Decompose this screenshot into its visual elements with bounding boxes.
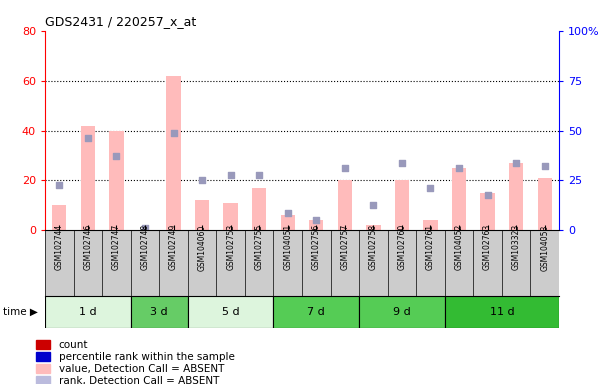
Text: 1 d: 1 d — [79, 307, 97, 317]
Bar — [509, 163, 523, 230]
Text: 5 d: 5 d — [222, 307, 239, 317]
Bar — [423, 220, 438, 230]
Bar — [52, 205, 67, 230]
Text: GDS2431 / 220257_x_at: GDS2431 / 220257_x_at — [45, 15, 197, 28]
Bar — [188, 296, 273, 328]
Point — [112, 152, 121, 159]
Point — [254, 172, 264, 179]
Bar — [366, 225, 380, 230]
Text: 3 d: 3 d — [150, 307, 168, 317]
Bar — [35, 340, 50, 349]
Point — [368, 202, 378, 209]
Point — [197, 177, 207, 184]
Text: value, Detection Call = ABSENT: value, Detection Call = ABSENT — [59, 364, 224, 374]
Bar — [81, 126, 95, 230]
Text: rank, Detection Call = ABSENT: rank, Detection Call = ABSENT — [59, 376, 219, 384]
Bar — [537, 178, 552, 230]
Bar — [195, 200, 209, 230]
Point — [283, 210, 293, 216]
Point — [340, 165, 350, 171]
Bar — [309, 220, 323, 230]
Point — [83, 135, 93, 141]
Text: 11 d: 11 d — [490, 307, 514, 317]
Bar — [131, 296, 188, 328]
Point — [311, 217, 321, 223]
Point — [426, 185, 435, 191]
Text: 7 d: 7 d — [307, 307, 325, 317]
Point — [511, 160, 521, 166]
Bar — [281, 215, 295, 230]
Point — [397, 160, 407, 166]
Text: 9 d: 9 d — [393, 307, 411, 317]
Bar — [338, 180, 352, 230]
Point — [140, 225, 150, 231]
Bar — [35, 353, 50, 361]
Bar — [35, 376, 50, 384]
Bar — [359, 296, 445, 328]
Point — [226, 172, 236, 179]
Point — [169, 130, 178, 136]
Text: time ▶: time ▶ — [4, 307, 38, 317]
Bar — [109, 131, 124, 230]
Point — [483, 192, 492, 199]
Bar — [445, 296, 559, 328]
Bar — [273, 296, 359, 328]
Bar — [45, 296, 131, 328]
Bar — [480, 193, 495, 230]
Bar — [252, 188, 266, 230]
Bar — [452, 168, 466, 230]
Point — [540, 162, 549, 169]
Bar — [35, 364, 50, 373]
Point — [454, 165, 464, 171]
Bar — [224, 203, 238, 230]
Bar — [166, 76, 181, 230]
Point — [55, 182, 64, 189]
Text: count: count — [59, 339, 88, 350]
Bar — [395, 180, 409, 230]
Text: percentile rank within the sample: percentile rank within the sample — [59, 352, 234, 362]
